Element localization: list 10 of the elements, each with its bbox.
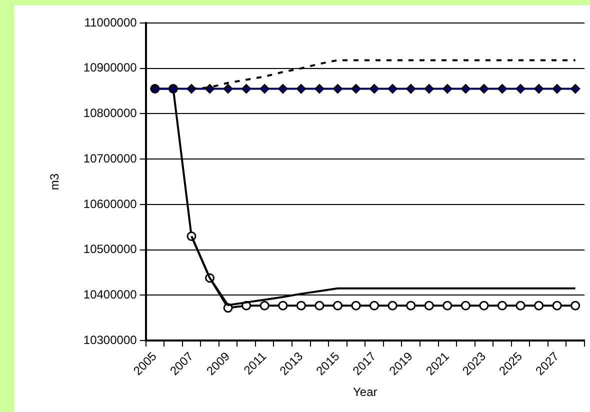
y-tick-label: 10600000: [83, 196, 138, 211]
y-tick-label: 10800000: [83, 106, 138, 120]
y-tick-label: 10700000: [83, 151, 138, 166]
y-tick-label: 10900000: [83, 60, 138, 75]
y-tick-label: 10500000: [83, 242, 138, 256]
x-axis-title: Year: [353, 385, 378, 400]
y-tick-label: 10300000: [83, 332, 138, 347]
y-tick-label: 10400000: [83, 287, 138, 302]
y-tick-label: 11000000: [84, 15, 138, 30]
y-axis-title: m3: [48, 173, 62, 190]
